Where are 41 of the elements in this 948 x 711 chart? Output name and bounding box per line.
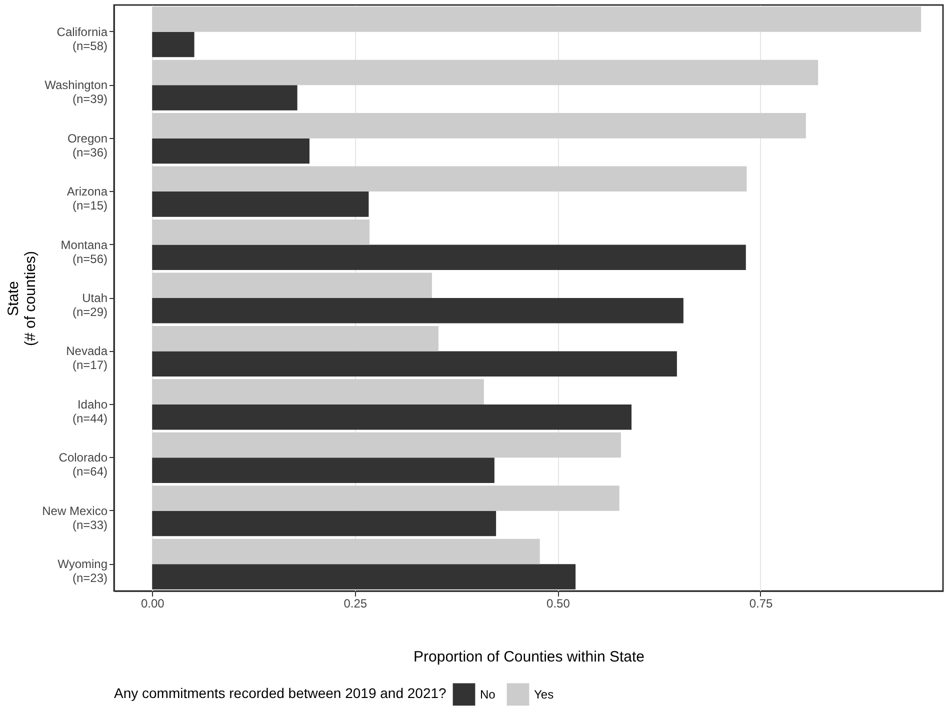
bar <box>152 510 496 536</box>
x-tick-label: 0.75 <box>749 596 773 610</box>
y-axis-title: State (# of counties) <box>5 250 40 346</box>
bar <box>152 85 298 110</box>
bar <box>152 113 806 138</box>
y-tick-label: Washington (n=39) <box>44 78 108 106</box>
bar <box>152 166 747 192</box>
bar <box>152 192 369 217</box>
bar <box>152 538 540 564</box>
y-tick-label: Idaho (n=44) <box>72 397 108 426</box>
legend-label: No <box>480 687 496 702</box>
x-tick-label: 0.50 <box>546 596 570 610</box>
bar <box>152 326 438 352</box>
bar <box>152 138 310 164</box>
y-tick-label: Arizona (n=15) <box>66 184 108 213</box>
y-tick-label: Colorado (n=64) <box>58 450 108 479</box>
bar <box>152 486 620 511</box>
y-tick-label: California (n=58) <box>56 24 108 53</box>
y-tick-label: Utah (n=29) <box>72 291 108 319</box>
y-tick-label: Montana (n=56) <box>60 238 108 266</box>
legend-title: Any commitments recorded between 2019 and 2021? <box>114 685 447 701</box>
y-tick-label: Nevada (n=17) <box>66 344 108 372</box>
x-axis-title: Proportion of Counties within State <box>414 648 644 666</box>
bar <box>152 6 922 32</box>
bar <box>152 298 684 324</box>
bar <box>152 379 484 404</box>
bar <box>152 244 746 270</box>
y-tick-label: Wyoming (n=23) <box>58 557 108 586</box>
bar <box>152 351 677 377</box>
y-tick-label: Oregon (n=36) <box>67 131 108 160</box>
bar <box>152 60 818 86</box>
bar <box>152 404 632 430</box>
bar <box>152 272 432 298</box>
bar <box>152 432 621 458</box>
x-tick-label: 0.25 <box>344 596 368 610</box>
bar <box>152 458 494 483</box>
y-tick-label: New Mexico (n=33) <box>42 504 108 532</box>
legend-label: Yes <box>534 687 554 702</box>
bar <box>152 32 194 58</box>
x-tick-label: 0.00 <box>140 596 165 610</box>
bar <box>152 219 370 245</box>
